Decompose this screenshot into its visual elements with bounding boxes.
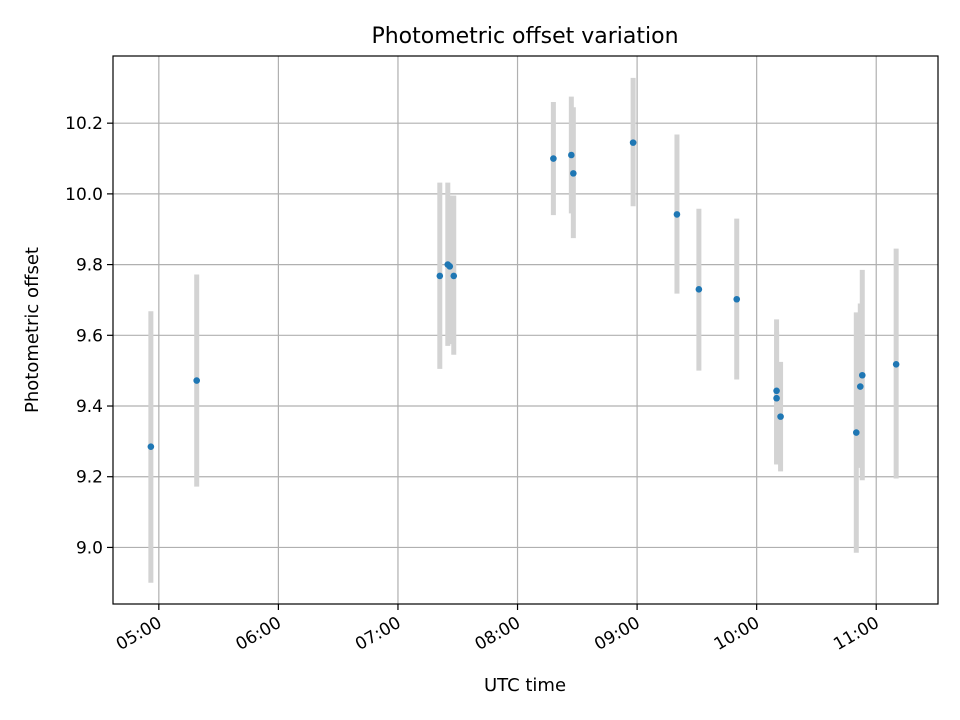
data-point	[550, 155, 557, 162]
data-point	[695, 286, 703, 293]
error-bars	[148, 77, 899, 583]
data-point	[856, 383, 864, 390]
data-point	[147, 443, 155, 450]
y-axis-ticks: 9.0 9.2 9.4 9.6 9.8 10.0 10.2	[65, 114, 113, 558]
data-point	[773, 394, 780, 402]
y-tick-label: 10.0	[65, 185, 103, 205]
data-point	[570, 170, 577, 177]
x-axis-label: UTC time	[484, 675, 566, 696]
data-point	[858, 371, 866, 379]
x-tick-label: 10:00	[711, 613, 763, 655]
x-axis-ticks: 05:00 06:00 07:00 08:00 09:00 10:00 11:00	[113, 604, 883, 655]
chart-title: Photometric offset variation	[371, 24, 678, 49]
y-tick-label: 9.6	[76, 326, 103, 346]
x-tick-label: 09:00	[591, 613, 643, 655]
y-tick-label: 9.8	[76, 256, 103, 276]
data-point	[446, 263, 454, 270]
data-point	[673, 211, 681, 218]
data-point	[629, 139, 637, 146]
plot-frame	[112, 55, 939, 605]
y-tick-label: 9.0	[76, 538, 103, 558]
data-point	[733, 295, 741, 303]
data-point	[892, 360, 900, 368]
y-tick-label: 9.4	[76, 397, 103, 417]
data-point	[193, 377, 200, 384]
data-point	[777, 413, 784, 420]
data-point	[450, 272, 458, 280]
x-tick-label: 05:00	[113, 613, 165, 655]
y-axis-label: Photometric offset	[22, 247, 43, 413]
x-tick-label: 11:00	[830, 613, 882, 655]
data-point	[436, 272, 444, 280]
data-point	[568, 151, 575, 159]
x-tick-label: 06:00	[232, 613, 284, 655]
x-tick-label: 08:00	[472, 613, 524, 655]
y-tick-label: 10.2	[65, 114, 103, 134]
grid-lines	[113, 56, 938, 604]
data-points	[147, 139, 900, 450]
data-point	[773, 387, 780, 395]
y-tick-label: 9.2	[76, 468, 103, 488]
data-point	[852, 429, 860, 436]
x-tick-label: 07:00	[352, 613, 404, 655]
